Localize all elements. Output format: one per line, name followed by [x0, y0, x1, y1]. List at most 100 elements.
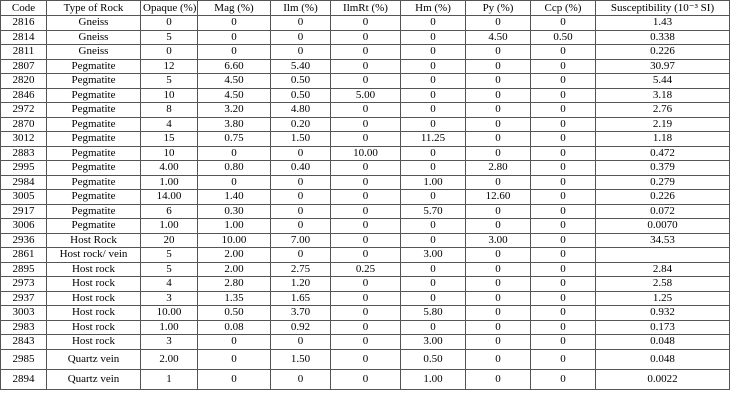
table-cell: 3.00: [465, 232, 531, 248]
table-cell: Pegmatite: [46, 218, 141, 234]
table-cell: 0: [400, 232, 466, 248]
table-cell: Pegmatite: [46, 174, 141, 190]
header-cell: Mag (%): [197, 0, 271, 16]
table-cell: Pegmatite: [46, 102, 141, 118]
table-cell: 0: [530, 174, 596, 190]
table-cell: 0.40: [270, 160, 331, 176]
table-cell: 3003: [0, 305, 47, 321]
table-cell: Pegmatite: [46, 131, 141, 147]
table-cell: 3.80: [197, 116, 271, 132]
table-cell: 20: [140, 232, 198, 248]
table-row: 2894 Quartz vein 1 0 0 0 1.00 0 0 0.0022: [0, 368, 730, 390]
table-cell: 0: [330, 15, 401, 31]
table-row: 2983 Host rock 1.00 0.08 0.92 0 0 0 0 0.173: [0, 319, 730, 335]
table-cell: 3: [140, 334, 198, 350]
table-cell: 1.35: [197, 290, 271, 306]
table-row: 3012 Pegmatite 15 0.75 1.50 0 11.25 0 0 1.18: [0, 131, 730, 147]
table-cell: 4.00: [140, 160, 198, 176]
table-cell: 0: [400, 145, 466, 161]
table-cell: 2.19: [595, 116, 730, 132]
table-cell: 2814: [0, 29, 47, 45]
table-cell: 5: [140, 73, 198, 89]
table-cell: Quartz vein: [46, 368, 141, 390]
table-cell: 0: [465, 145, 531, 161]
table-cell: 4: [140, 276, 198, 292]
table-cell: 0: [465, 15, 531, 31]
table-cell: 0: [270, 174, 331, 190]
table-cell: 8: [140, 102, 198, 118]
table-cell: 2.00: [197, 247, 271, 263]
header-cell: Ilm (%): [270, 0, 331, 16]
table-cell: 0: [530, 44, 596, 60]
table-cell: 12: [140, 58, 198, 74]
table-cell: Host rock: [46, 305, 141, 321]
table-cell: Gneiss: [46, 44, 141, 60]
header-cell: Hm (%): [400, 0, 466, 16]
table-cell: 0: [465, 58, 531, 74]
table-cell: 0: [465, 261, 531, 277]
table-cell: 1.18: [595, 131, 730, 147]
table-cell: 0: [465, 247, 531, 263]
table-row: 3003 Host rock 10.00 0.50 3.70 0 5.80 0 0 0.932: [0, 305, 730, 321]
table-body: 2816 Gneiss 0 0 0 0 0 0 0 1.43 2814 Gneiss 5 0 0 0 0 4.50…: [0, 15, 730, 390]
table-cell: 3.20: [197, 102, 271, 118]
table-cell: 0: [530, 232, 596, 248]
table-row: 2936 Host Rock 20 10.00 7.00 0 0 3.00 0 34.53: [0, 232, 730, 248]
table-cell: 0: [400, 102, 466, 118]
table-cell: 1.43: [595, 15, 730, 31]
table-cell: 2973: [0, 276, 47, 292]
table-cell: 0: [530, 368, 596, 390]
table-cell: 0: [400, 29, 466, 45]
table-cell: 12.60: [465, 189, 531, 205]
table-cell: 0: [197, 368, 271, 390]
table-cell: 0.30: [197, 203, 271, 219]
table-cell: Pegmatite: [46, 87, 141, 103]
table-cell: 14.00: [140, 189, 198, 205]
table-cell: 5: [140, 29, 198, 45]
table-cell: 0: [197, 348, 271, 370]
table-cell: 0: [465, 290, 531, 306]
header-cell: Code: [0, 0, 47, 16]
table-cell: 2894: [0, 368, 47, 390]
table-cell: 0: [400, 15, 466, 31]
table-cell: 2895: [0, 261, 47, 277]
table-cell: 0.226: [595, 189, 730, 205]
table-cell: 0: [530, 116, 596, 132]
table-cell: 6: [140, 203, 198, 219]
table-cell: Host rock: [46, 319, 141, 335]
table-cell: 0: [330, 174, 401, 190]
table-cell: 0.25: [330, 261, 401, 277]
table-cell: 0.92: [270, 319, 331, 335]
table-row: 2985 Quartz vein 2.00 0 1.50 0 0.50 0 0 0.048: [0, 348, 730, 370]
table-cell: 0: [270, 368, 331, 390]
table-cell: Gneiss: [46, 15, 141, 31]
table-cell: 0: [465, 73, 531, 89]
table-cell: 0.50: [270, 73, 331, 89]
table-cell: 0.048: [595, 348, 730, 370]
table-cell: 0.279: [595, 174, 730, 190]
data-table: Code Type of Rock Opaque (%) Mag (%) Ilm (%)…: [0, 0, 730, 390]
table-cell: 0: [465, 218, 531, 234]
table-cell: 0: [400, 290, 466, 306]
table-cell: 0.173: [595, 319, 730, 335]
table-cell: 0: [197, 174, 271, 190]
table-cell: 0: [465, 174, 531, 190]
table-cell: 10.00: [330, 145, 401, 161]
table-cell: 0: [330, 116, 401, 132]
table-cell: 1.65: [270, 290, 331, 306]
table-cell: 2811: [0, 44, 47, 60]
table-cell: 3012: [0, 131, 47, 147]
table-cell: 0: [530, 334, 596, 350]
table-cell: 0: [465, 87, 531, 103]
table-cell: 1.25: [595, 290, 730, 306]
table-cell: 0.80: [197, 160, 271, 176]
table-row: 2973 Host rock 4 2.80 1.20 0 0 0 0 2.58: [0, 276, 730, 292]
table-cell: 0: [465, 276, 531, 292]
table-cell: 1.00: [197, 218, 271, 234]
table-cell: 0: [530, 145, 596, 161]
table-cell: 0: [400, 218, 466, 234]
table-cell: 0: [330, 189, 401, 205]
table-cell: 0.072: [595, 203, 730, 219]
table-cell: 0.472: [595, 145, 730, 161]
table-cell: 0: [330, 29, 401, 45]
